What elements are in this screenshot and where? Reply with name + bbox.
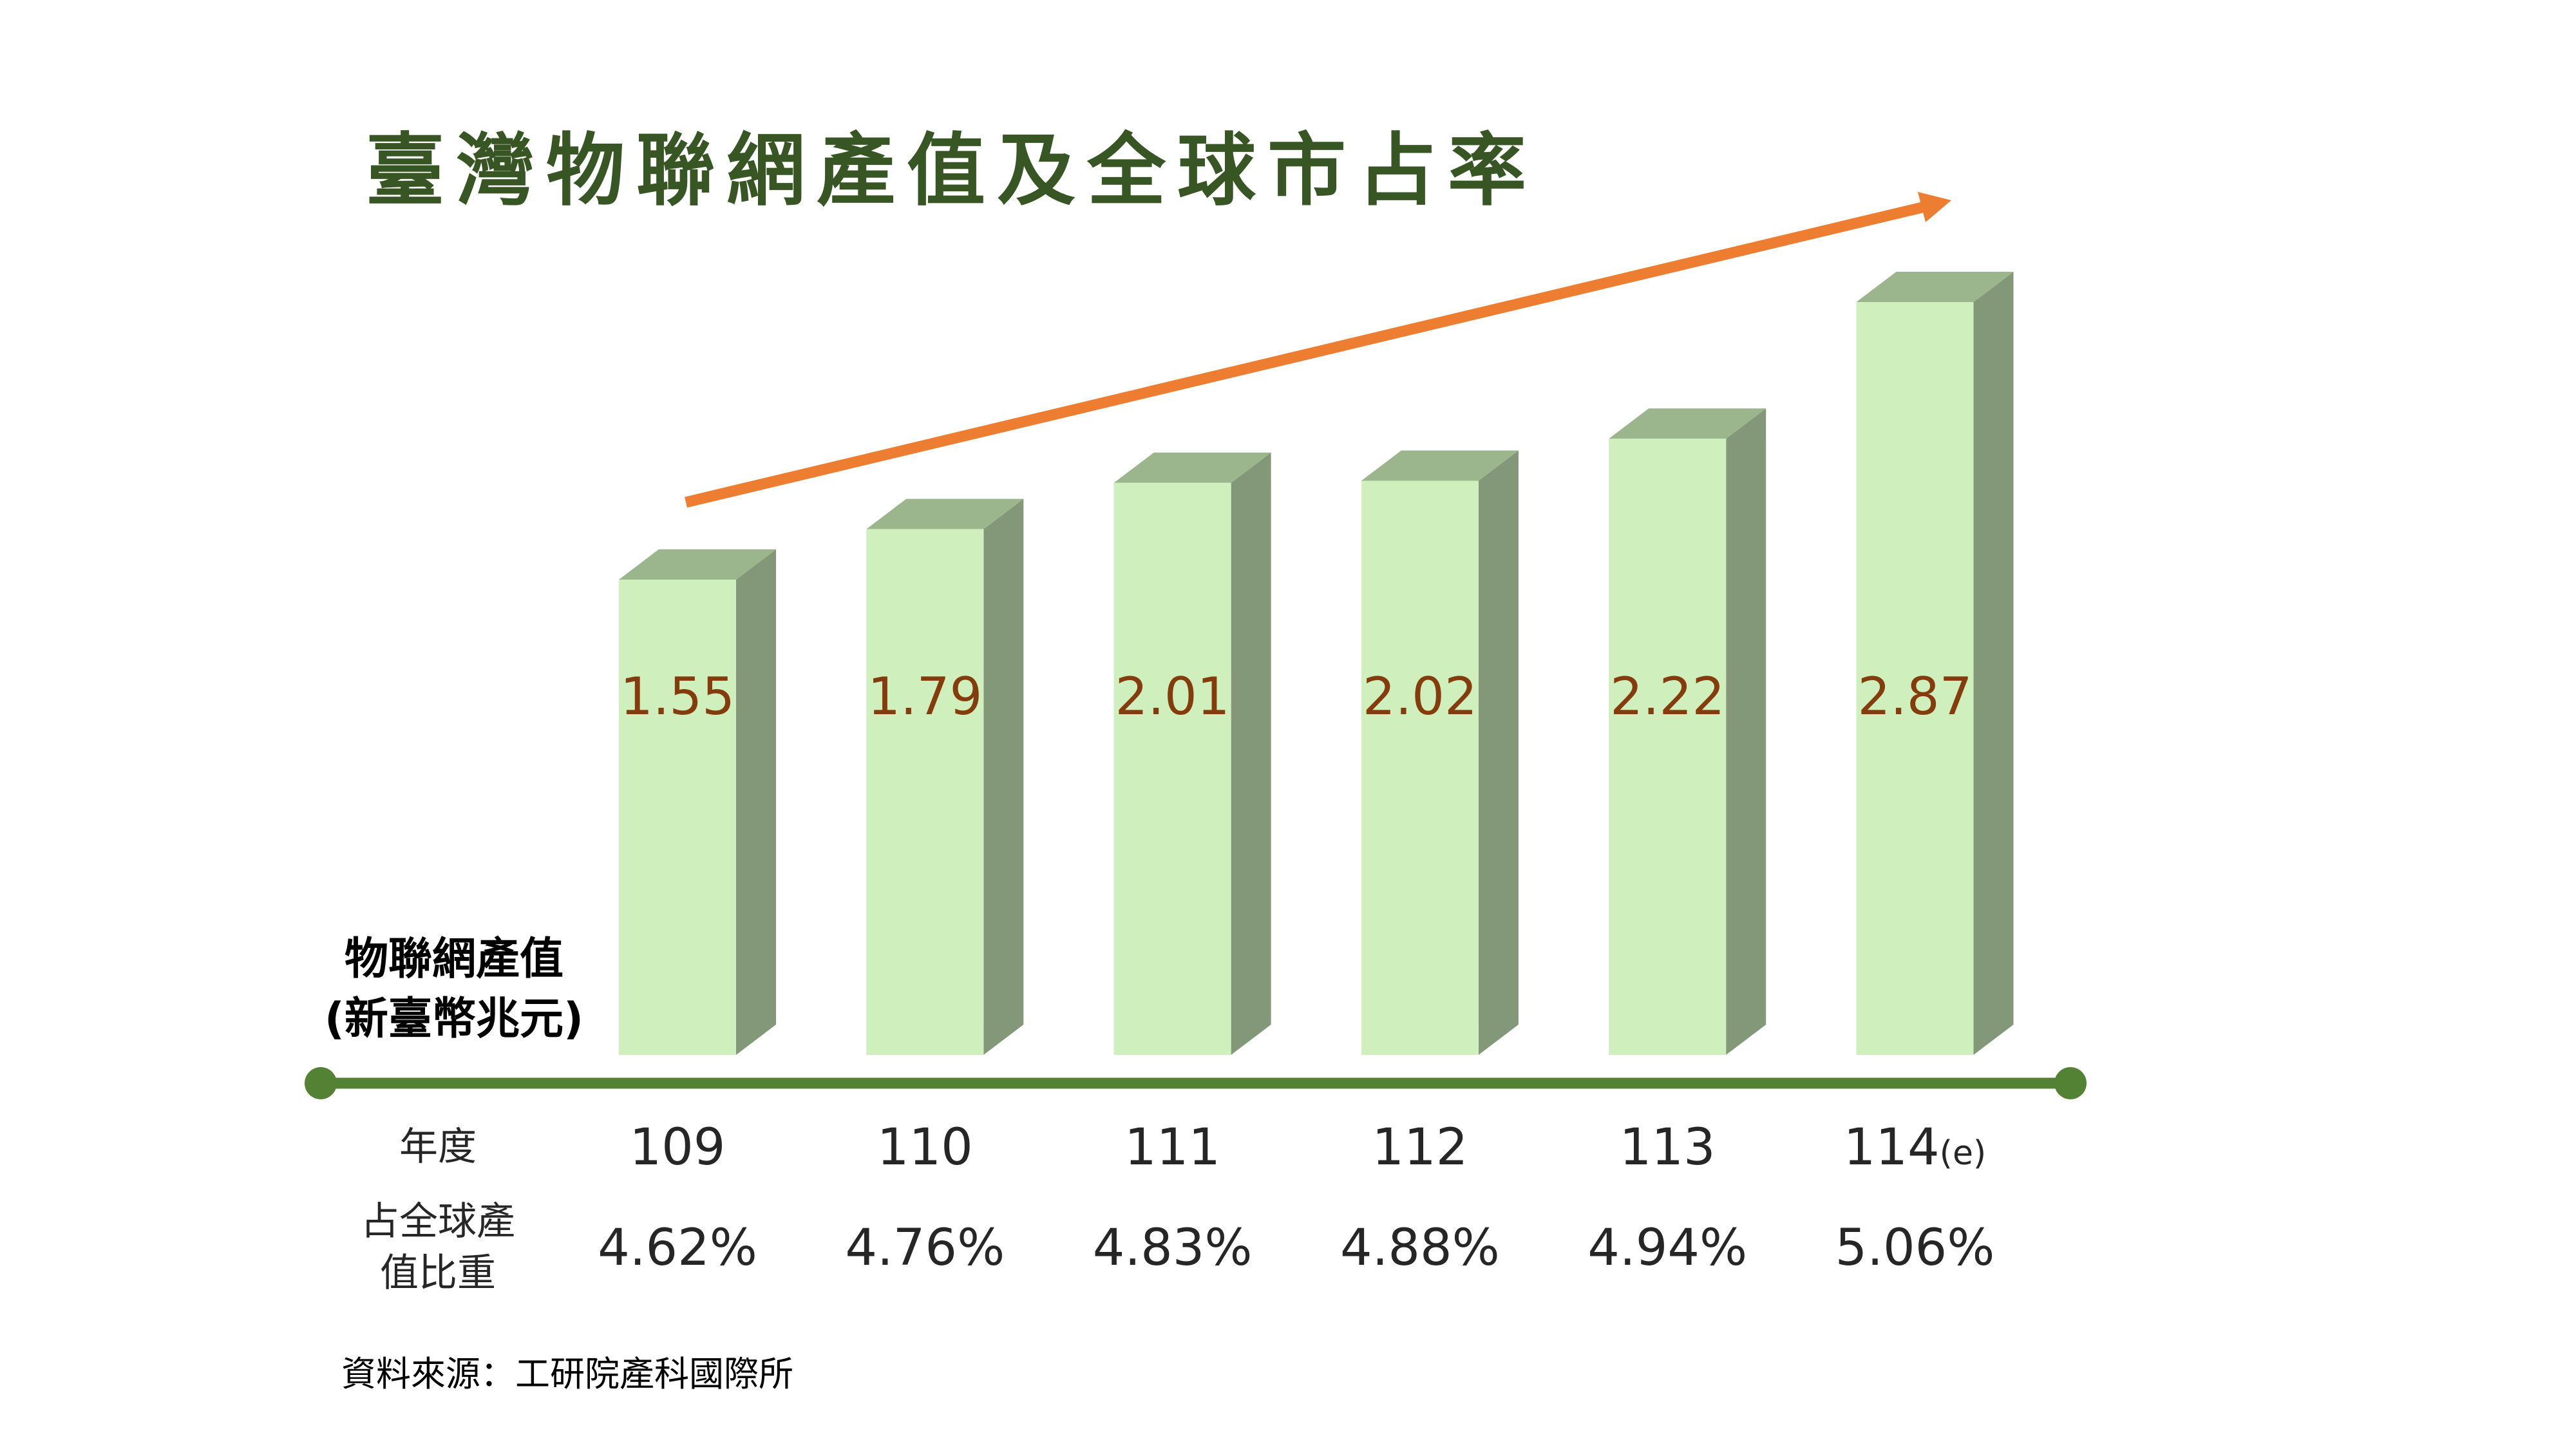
global-share-label: 4.76% — [845, 1219, 1005, 1277]
axis-end-dot — [2054, 1067, 2087, 1099]
bar-110 — [866, 498, 1024, 1055]
year-label: 109 — [562, 1115, 793, 1180]
chart-title: 臺灣物聯網產值及全球市占率 — [366, 125, 1538, 216]
year-value: 114 — [1843, 1119, 1940, 1177]
trend-arrow-icon — [685, 192, 1951, 508]
bars-group — [619, 272, 2014, 1055]
estimate-suffix: (e) — [1939, 1134, 1987, 1173]
year-row-label: 年度 — [399, 1124, 477, 1170]
y-axis-label-line2: (新臺幣兆元) — [324, 994, 584, 1045]
bar-side-face — [1726, 408, 1766, 1055]
bar-top-face — [619, 549, 776, 580]
bar-front-face — [1609, 439, 1727, 1055]
bar-front-face — [866, 529, 984, 1055]
year-value: 110 — [876, 1119, 973, 1177]
year-value: 111 — [1124, 1119, 1221, 1177]
share-row-label-line1: 占全球產 — [361, 1199, 515, 1244]
year-label: 110 — [809, 1115, 1041, 1180]
bar-top-face — [1856, 272, 2014, 302]
year-label: 111 — [1057, 1115, 1289, 1180]
bar-front-face — [1361, 480, 1479, 1055]
global-share-label: 4.83% — [1092, 1219, 1253, 1277]
source-note: 資料來源：工研院產科國際所 — [341, 1354, 793, 1394]
global-share-label: 4.88% — [1340, 1219, 1500, 1277]
bar-114 — [1856, 272, 2014, 1055]
bar-top-face — [1361, 450, 1519, 481]
year-value: 109 — [629, 1119, 726, 1177]
year-label: 113 — [1551, 1115, 1783, 1180]
bar-front-face — [1856, 302, 1974, 1055]
bar-value-label: 2.22 — [1610, 667, 1725, 726]
bar-111 — [1113, 452, 1271, 1055]
bar-side-face — [1973, 272, 2014, 1055]
bar-value-label: 2.87 — [1857, 667, 1973, 726]
x-axis — [305, 1067, 2087, 1099]
bar-side-face — [1231, 452, 1271, 1055]
bar-value-label: 1.79 — [867, 667, 983, 726]
bar-side-face — [736, 549, 776, 1055]
year-label: 112 — [1304, 1115, 1536, 1180]
global-share-label: 4.62% — [598, 1219, 757, 1277]
global-share-label: 4.94% — [1587, 1219, 1748, 1277]
bar-side-face — [1478, 450, 1519, 1055]
bar-value-label: 1.55 — [620, 667, 735, 726]
year-value: 113 — [1619, 1119, 1716, 1177]
share-row-label-line2: 值比重 — [380, 1251, 496, 1296]
bar-front-face — [619, 580, 736, 1055]
bar-value-label: 2.01 — [1115, 667, 1230, 726]
bar-side-face — [983, 498, 1024, 1055]
bar-109 — [619, 549, 776, 1055]
bar-113 — [1609, 408, 1766, 1055]
y-axis-label-line1: 物聯網產值 — [344, 934, 564, 985]
bar-front-face — [1113, 482, 1231, 1055]
bar-top-face — [1113, 452, 1271, 483]
year-label: 114(e) — [1799, 1115, 2031, 1186]
global-share-label: 5.06% — [1835, 1219, 1995, 1277]
bar-top-face — [866, 498, 1024, 529]
bar-top-face — [1609, 408, 1766, 439]
bar-value-label: 2.02 — [1362, 667, 1477, 726]
axis-start-dot — [305, 1067, 337, 1099]
bar-112 — [1361, 450, 1519, 1055]
year-value: 112 — [1372, 1119, 1468, 1177]
